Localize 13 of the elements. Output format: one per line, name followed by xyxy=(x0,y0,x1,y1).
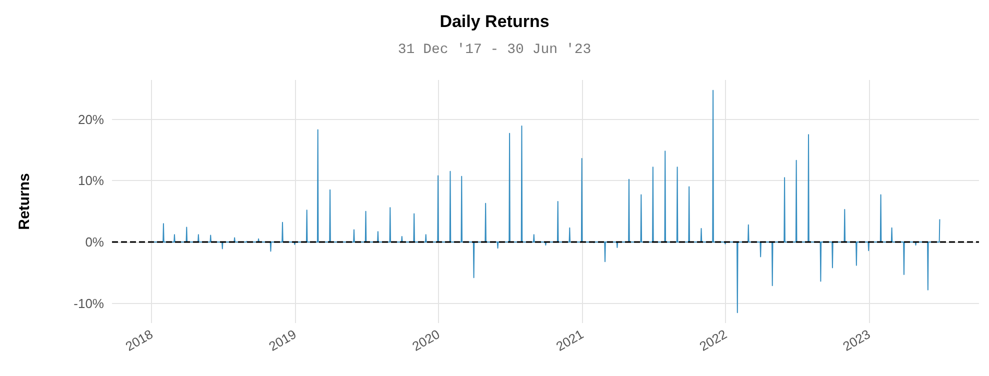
x-tick-label: 2023 xyxy=(840,326,873,354)
x-tick-label: 2021 xyxy=(553,326,586,354)
x-tick-label: 2018 xyxy=(122,326,156,354)
x-tick-label: 2022 xyxy=(696,326,730,354)
chart-title: Daily Returns xyxy=(440,12,550,31)
y-tick-label: -10% xyxy=(74,296,104,311)
y-tick-label: 10% xyxy=(78,173,104,188)
x-tick-label: 2020 xyxy=(410,326,442,354)
x-tick-label: 2019 xyxy=(266,326,299,354)
y-axis-title: Returns xyxy=(16,173,33,230)
y-tick-label: 20% xyxy=(78,112,104,127)
y-tick-label: 0% xyxy=(85,234,104,250)
chart-subtitle: 31 Dec '17 - 30 Jun '23 xyxy=(398,42,592,58)
